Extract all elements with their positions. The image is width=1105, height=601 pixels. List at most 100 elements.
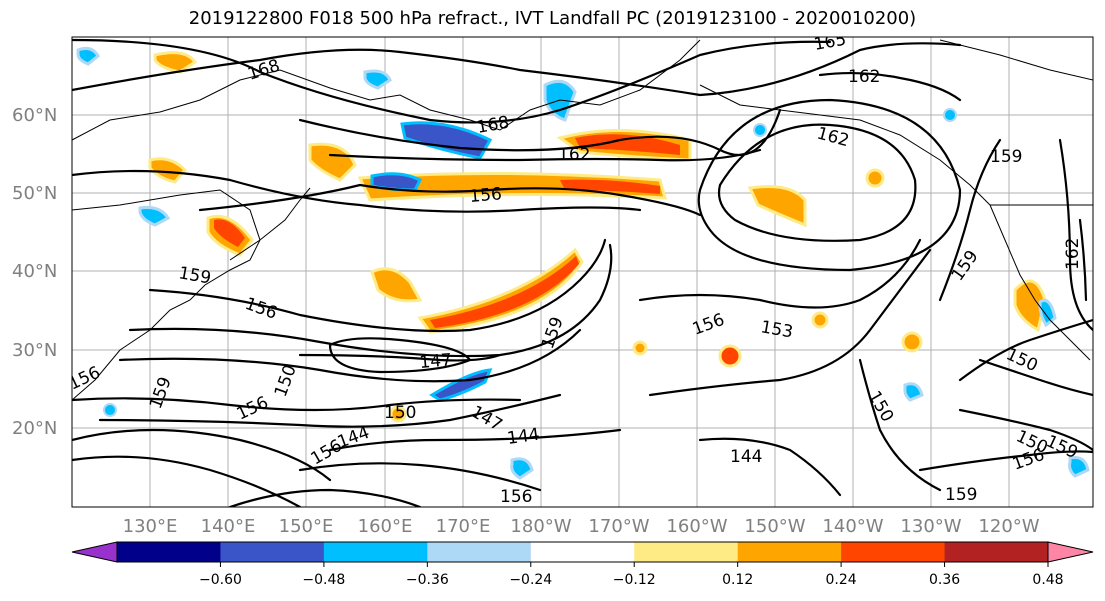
lon-label: 160°E [358,516,413,537]
lon-label: 140°E [201,516,256,537]
lon-label: 130°W [900,516,961,537]
lat-label: 50°N [12,183,57,204]
contour-147-loop [328,337,472,374]
colorbar-segment [737,542,842,562]
figure-title: 2019122800 F018 500 hPa refract., IVT La… [188,8,917,29]
lon-label: 170°E [436,516,491,537]
contour-168-north [72,38,832,124]
contour-150-far-east [978,358,1093,397]
lon-label: 170°W [588,516,649,537]
latitude-labels: 60°N 50°N 40°N 30°N 20°N [12,105,57,439]
negative-anomaly-california [1038,298,1057,328]
contour-deep-south [228,488,422,507]
colorbar-tick-label: 0.12 [722,572,753,588]
map-frame [71,36,1094,508]
contour-156-east [958,318,1093,382]
negative-anomaly-east [903,382,924,402]
contour-east-trough [1058,138,1093,332]
contour-label: 162 [1063,238,1083,270]
colorbar-extend-low [71,541,118,563]
positive-anomaly-jet-north-core [575,134,680,155]
coastline-north-america-north [939,39,1093,81]
negative-anomaly-west [138,206,171,227]
positive-anomaly-west-pacific [370,267,423,303]
positive-anomaly-gulf-alaska [747,185,807,228]
colorbar-segment [427,542,532,562]
lat-label: 30°N [12,340,57,361]
contour-144-south [298,462,542,492]
positive-anomaly-spot-2 [901,331,923,353]
map-area: 168 165 162 168 162 162 159 156 156 159 … [72,30,1093,507]
positive-anomaly-spot-5 [865,168,885,188]
colorbar-segment [944,542,1049,562]
contour-156-south-east [918,450,1093,472]
contour-159-ring [717,123,917,242]
positive-anomaly-central-core [430,256,579,328]
contour-162-upper [298,108,782,156]
contour-label: 165 [812,30,847,55]
colorbar-segment [323,542,428,562]
colorbar-tick-label: 0.48 [1032,572,1063,588]
coastline-alaska [699,84,991,206]
negative-anomaly-spot-3 [943,108,957,122]
lon-label: 140°W [822,516,883,537]
coastlines [72,39,1093,401]
lon-label: 150°E [279,516,334,537]
contour-south-west [72,428,332,482]
graticule [72,37,1093,507]
colorbar-tick-label: −0.48 [302,572,345,588]
positive-anomaly-central-band [417,247,584,334]
contour-label: 144 [506,425,541,449]
negative-anomaly-tropics [510,457,534,480]
contour-156-jet [198,183,702,217]
contour-159-jet [72,169,642,213]
contour-162-jet [328,148,762,162]
colorbar-tick-label: −0.36 [406,572,449,588]
negative-anomaly-northwest [76,47,100,66]
positive-anomaly-kamchatka [308,142,357,182]
contour-label: 162 [848,67,880,87]
contour-165 [72,42,962,97]
longitude-labels: 130°E 140°E 150°E 160°E 170°E 180°W 170°… [123,516,1040,537]
lat-label: 60°N [12,105,57,126]
negative-anomaly-spot-1 [103,403,117,417]
colorbar-segment [634,542,739,562]
positive-anomaly-japan-core [214,219,245,247]
contour-159-tropics [698,437,842,497]
colorbar-segment [220,542,325,562]
contour-south-west-2 [72,455,302,507]
positive-anomaly-california [1013,279,1047,333]
contour-label: 150 [384,403,416,423]
positive-anomaly-northwest-core [560,179,660,194]
lon-label: 180°W [510,516,571,537]
colorbar-tick-label: 0.24 [826,572,857,588]
positive-anomaly-spot-4 [389,405,407,423]
colorbar: −0.60 −0.48 −0.36 −0.24 −0.12 0.12 0.24 0.36 0.4… [71,541,1094,588]
colorbar-tick-label: −0.60 [199,572,242,588]
contour-label: 156 [469,184,503,207]
contour-159-south-east [958,408,1093,452]
lon-label: 160°W [666,516,727,537]
contour-150-south [98,393,562,428]
contour-150-east [648,248,932,397]
contour-label: 147 [419,350,453,373]
lat-label: 20°N [12,418,57,439]
contour-label: 156 [500,487,532,507]
lat-label: 40°N [12,261,57,282]
contour-far-east-vert [1078,218,1088,302]
colorbar-extend-high [1047,541,1094,563]
contour-label: 162 [558,145,590,165]
colorbar-tick-label: −0.24 [509,572,552,588]
positive-anomaly-spot-6 [632,340,648,356]
contour-147-east [858,358,942,492]
coastline-asia-east [72,189,261,401]
colorbar-frame [116,541,1049,563]
contour-label: 159 [990,147,1022,167]
coastline-north-america [989,204,1091,361]
negative-anomaly-tropical-east [1068,456,1090,478]
contour-label: 144 [730,447,762,467]
contour-150 [118,328,582,383]
positive-anomaly-spot-3 [811,311,829,329]
lon-label: 120°W [978,516,1039,537]
